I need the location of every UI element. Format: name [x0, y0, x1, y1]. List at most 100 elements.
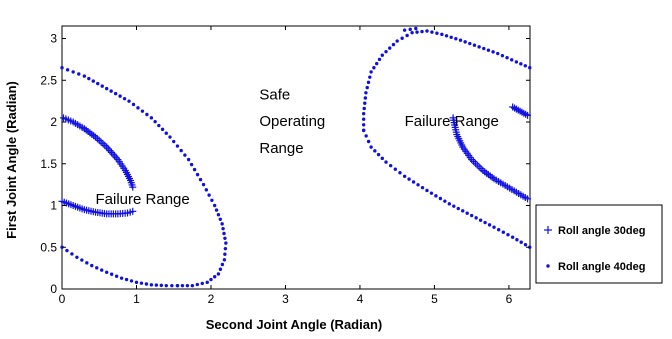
data-point-dot	[366, 139, 371, 144]
data-point-dot	[95, 266, 99, 270]
data-point-dot	[212, 275, 217, 279]
data-point-dot	[134, 280, 139, 285]
data-point-dot	[195, 282, 200, 287]
data-point-dot	[104, 270, 109, 275]
data-point-dot	[483, 220, 487, 225]
data-point-dot	[60, 66, 64, 70]
data-point-dot	[474, 216, 478, 220]
data-point-dot	[180, 283, 185, 288]
data-point-dot	[514, 60, 519, 64]
legend-item: Roll angle 40deg	[546, 261, 645, 273]
data-point-dot	[140, 109, 145, 113]
data-point-dot	[384, 49, 388, 54]
data-point-dot	[402, 28, 407, 32]
data-point-dot	[415, 30, 419, 34]
data-point-dot	[149, 116, 154, 120]
data-point-dot	[119, 276, 124, 280]
x-axis-label: Second Joint Angle (Radian)	[206, 317, 382, 332]
data-point-dot	[118, 94, 122, 98]
data-point-dot	[114, 274, 119, 278]
legend-box	[535, 204, 663, 284]
legend-item: Roll angle 30deg	[544, 225, 645, 237]
data-point-dot	[391, 42, 396, 47]
data-point-dot	[420, 185, 425, 190]
data-point-dot	[223, 252, 227, 256]
legend-label: Roll angle 40deg	[558, 261, 645, 273]
data-point-dot	[205, 280, 209, 285]
data-point-dot	[223, 236, 227, 240]
data-point-dot	[472, 43, 477, 47]
data-point-dot	[519, 62, 523, 66]
data-point-dot	[113, 91, 118, 96]
data-point-dot	[375, 61, 379, 66]
data-point-dot	[438, 196, 443, 201]
data-point-dot	[224, 241, 228, 245]
data-point-dot	[380, 156, 384, 161]
data-point-dot	[361, 123, 366, 127]
data-point-dot	[149, 283, 154, 287]
data-point-dot	[131, 102, 136, 107]
data-point-dot	[510, 235, 515, 239]
data-point-dot	[172, 139, 176, 144]
data-point-dot	[136, 106, 140, 110]
data-point-dot	[463, 40, 467, 44]
data-point-dot	[71, 70, 75, 74]
data-point-dot	[405, 33, 409, 38]
data-point-dot	[486, 48, 491, 52]
data-point-dot	[400, 36, 404, 40]
data-point-plus	[524, 111, 532, 119]
data-point-dot	[528, 66, 532, 70]
data-point-dot	[153, 119, 157, 124]
data-point-dot	[216, 272, 221, 276]
data-point-dot	[129, 279, 134, 283]
data-point-dot	[515, 238, 519, 242]
data-point-dot	[477, 45, 481, 49]
data-point-dot	[170, 283, 174, 288]
x-tick-label: 2	[208, 292, 215, 306]
x-tick-label: 1	[133, 292, 140, 306]
data-point-dot	[410, 30, 414, 35]
data-point-dot	[372, 66, 376, 70]
data-point-dot	[369, 70, 373, 74]
data-point-dot	[402, 174, 407, 178]
data-point-dot	[164, 283, 168, 288]
data-point-dot	[214, 208, 219, 212]
data-point-dot	[363, 101, 367, 105]
data-point-dot	[388, 163, 393, 168]
data-point-dot	[430, 30, 434, 34]
data-point-dot	[377, 57, 382, 62]
data-point-dot	[87, 76, 91, 81]
data-point-dot	[186, 157, 191, 162]
data-point-dot	[222, 231, 226, 236]
data-point-dot	[388, 46, 392, 50]
data-point-dot	[407, 177, 411, 181]
data-point-dot	[90, 263, 94, 268]
x-tick-label: 6	[506, 292, 513, 306]
data-point-dot	[501, 230, 506, 234]
data-point-dot	[364, 91, 368, 95]
data-point-dot	[434, 194, 438, 198]
data-point-dot	[420, 29, 424, 34]
data-point-plus	[129, 183, 137, 191]
y-tick-label: 3	[50, 32, 57, 46]
data-point-dot	[109, 272, 114, 276]
data-point-dot	[398, 171, 402, 175]
data-point-dot	[195, 172, 200, 177]
data-point-dot	[190, 283, 195, 288]
data-point-dot	[491, 50, 495, 54]
y-tick-label: 2.5	[40, 73, 57, 87]
data-point-dot	[414, 26, 418, 31]
data-point-dot	[429, 191, 434, 195]
data-point-dot	[510, 58, 514, 62]
data-point-dot	[500, 53, 505, 58]
data-point-dot	[80, 258, 84, 262]
series-plus	[58, 103, 532, 218]
data-point-dot	[168, 135, 172, 139]
data-point-dot	[85, 261, 89, 265]
data-point-dot	[198, 177, 203, 182]
data-point-dot	[145, 112, 149, 117]
data-point-dot	[154, 283, 159, 287]
data-point-dot	[222, 258, 227, 262]
data-point-dot	[75, 255, 79, 259]
